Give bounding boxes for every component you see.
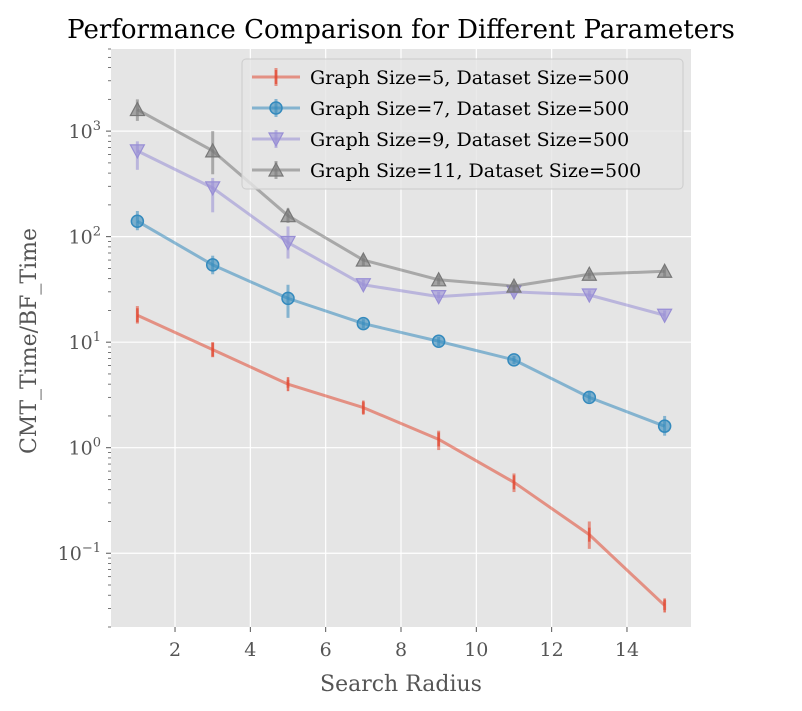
legend-entry-3: Graph Size=9, Dataset Size=500: [252, 129, 629, 151]
chart-title: Performance Comparison for Different Par…: [67, 15, 735, 45]
data-point: [656, 262, 673, 278]
series-line: [136, 313, 666, 607]
y-tick-exponent: −1: [82, 541, 101, 556]
series-line: [136, 149, 666, 317]
x-tick-label: 14: [615, 639, 639, 661]
series-3: [129, 141, 673, 324]
x-axis-label: Search Radius: [320, 672, 482, 697]
legend-label: Graph Size=7, Dataset Size=500: [310, 98, 629, 120]
y-tick-exponent: 3: [93, 119, 101, 134]
legend-box: [241, 58, 684, 190]
x-tick-label: 12: [540, 639, 564, 661]
data-point: [656, 308, 673, 324]
y-tick-label: 103: [69, 119, 101, 143]
data-point: [355, 251, 372, 267]
legend-entry-2: Graph Size=7, Dataset Size=500: [252, 98, 629, 120]
x-tick-label: 2: [169, 639, 181, 661]
data-point: [130, 214, 145, 228]
y-tick-exponent: 0: [93, 436, 101, 451]
series-line: [136, 219, 666, 428]
data-point: [129, 101, 146, 117]
data-point: [582, 390, 597, 405]
data-point: [129, 144, 146, 160]
legend-marker: [267, 132, 285, 148]
data-point: [281, 291, 295, 306]
y-tick-label: 10−1: [58, 541, 101, 565]
y-tick-exponent: 2: [93, 225, 101, 240]
x-tick-label: 8: [395, 639, 407, 661]
data-point: [657, 419, 672, 433]
data-point: [505, 277, 522, 293]
y-tick-label: 101: [69, 330, 101, 354]
data-point: [430, 290, 447, 305]
series-2: [130, 211, 672, 436]
data-point: [581, 288, 598, 304]
data-point: [280, 235, 297, 251]
data-point: [356, 316, 371, 331]
data-point: [581, 266, 598, 281]
legend-entry-1: Graph Size=5, Dataset Size=500: [252, 67, 629, 89]
data-point: [204, 142, 221, 158]
y-tick-exponent: 1: [93, 330, 101, 345]
data-point: [205, 258, 220, 272]
legend-marker: [267, 161, 285, 177]
y-tick-label: 100: [69, 436, 101, 460]
data-point: [355, 278, 372, 294]
legend: Graph Size=5, Dataset Size=500 Graph Size…: [241, 58, 684, 190]
legend-entry-4: Graph Size=11, Dataset Size=500: [252, 160, 641, 182]
data-point: [280, 207, 297, 223]
x-ticks: 2 4 6 8 10 12 14: [169, 627, 639, 661]
data-point: [204, 181, 221, 197]
data-point: [430, 271, 447, 287]
data-point: [431, 334, 446, 349]
series-group: [129, 99, 673, 613]
x-tick-label: 10: [464, 639, 488, 661]
series-line: [136, 108, 665, 288]
series-4: [129, 99, 673, 293]
legend-marker: [269, 101, 283, 115]
data-point: [507, 353, 521, 367]
y-tick-label: 102: [69, 225, 101, 249]
legend-label: Graph Size=9, Dataset Size=500: [310, 129, 629, 151]
legend-label: Graph Size=11, Dataset Size=500: [310, 160, 641, 182]
series-1: [135, 306, 667, 613]
legend-label: Graph Size=5, Dataset Size=500: [310, 67, 629, 89]
x-tick-label: 6: [320, 639, 332, 661]
y-axis-label: CMT_Time/BF_Time: [17, 228, 42, 454]
x-tick-label: 4: [244, 639, 256, 661]
